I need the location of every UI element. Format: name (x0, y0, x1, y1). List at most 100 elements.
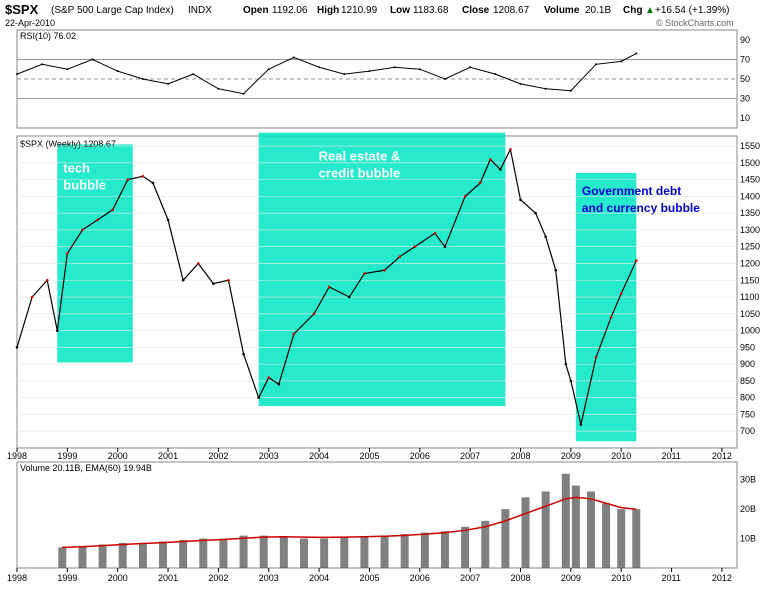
chart-date: 22-Apr-2010 (5, 18, 55, 28)
volume-xtick-label: 2010 (611, 573, 631, 583)
volume-frame (16, 461, 738, 569)
rsi-point (469, 66, 472, 69)
rsi-point (494, 73, 497, 76)
price-point (609, 315, 613, 319)
volume-title: Volume 20.11B, EMA(60) 19.94B (20, 463, 152, 473)
rsi-point (318, 66, 321, 69)
rsi-point (91, 58, 94, 61)
price-ytick-label: 1100 (740, 292, 759, 302)
volume-bar (179, 540, 188, 568)
volume-xtick-label: 2008 (510, 573, 530, 583)
low-label: Low (390, 5, 410, 16)
volume-panel: Volume 20.11B, EMA(60) 19.94B 10B20B30B … (7, 461, 756, 583)
volume-bar (420, 532, 429, 568)
price-point (579, 423, 583, 426)
price-ytick-label: 1000 (740, 326, 760, 336)
price-point (619, 292, 623, 295)
open-value: 1192.06 (272, 5, 308, 16)
price-point (277, 382, 281, 386)
volume-xtick-label: 2003 (259, 573, 279, 583)
rsi-point (595, 63, 598, 66)
price-point (499, 168, 502, 171)
price-point (126, 178, 130, 181)
price-point (267, 376, 271, 379)
bubble-region (57, 144, 133, 363)
price-point (312, 312, 316, 316)
volume-xtick-label: 1999 (57, 573, 77, 583)
rsi-point (141, 78, 144, 80)
price-point (181, 278, 185, 282)
volume-bar (541, 491, 550, 568)
volume-bar (571, 485, 580, 568)
price-ytick-label: 1050 (740, 309, 760, 319)
price-point (111, 208, 114, 212)
watermark: © StockCharts.com (656, 18, 734, 28)
price-xtick-label: 1999 (57, 451, 77, 461)
rsi-point (393, 66, 396, 69)
rsi-point (66, 68, 69, 71)
volume-xtick-label: 2005 (359, 573, 379, 583)
volume-bar (159, 541, 168, 568)
price-xtick-label: 2008 (510, 451, 530, 461)
rsi-point (292, 56, 295, 59)
price-point (478, 181, 482, 185)
high-value: 1210.99 (341, 5, 378, 16)
price-point (81, 228, 84, 232)
volume-xtick-label: 2009 (561, 573, 581, 583)
price-ytick-label: 1500 (740, 158, 760, 168)
price-xtick-label: 2002 (208, 451, 228, 461)
volume-label: Volume (544, 5, 580, 16)
price-point (383, 268, 386, 272)
rsi-point (569, 89, 572, 92)
price-xtick-label: 2004 (309, 451, 329, 461)
rsi-point (242, 92, 245, 95)
price-xtick-label: 2007 (460, 451, 480, 461)
volume-bar (586, 491, 595, 568)
price-xtick-label: 2010 (611, 451, 631, 461)
price-point (96, 218, 99, 222)
chart-index-name: (S&P 500 Large Cap Index) (51, 5, 174, 16)
price-point (554, 268, 558, 272)
volume-xtick-label: 1998 (7, 573, 27, 583)
rsi-point (217, 87, 220, 90)
rsi-ytick-label: 90 (740, 35, 750, 45)
volume-ytick-label: 30B (740, 475, 756, 485)
volume-xtick-label: 2006 (410, 573, 430, 583)
price-ytick-label: 700 (740, 426, 755, 436)
ohlc-readout: Open 1192.06 High 1210.99 Low 1183.68 Cl… (243, 5, 730, 16)
volume-xtick-label: 2000 (108, 573, 128, 583)
bubble-label: and currency bubble (582, 201, 700, 215)
price-point (544, 235, 547, 238)
price-point (212, 282, 215, 285)
price-ytick-label: 800 (740, 393, 755, 403)
volume-bar (501, 509, 510, 568)
rsi-panel: RSI(10) 76.02 10 30 50 70 90 (16, 29, 750, 129)
price-point (30, 295, 34, 299)
volume-bar (138, 542, 147, 568)
rsi-point (620, 60, 623, 63)
price-point (166, 218, 170, 222)
rsi-point (635, 52, 638, 55)
open-label: Open (243, 5, 269, 16)
volume-bar (279, 537, 288, 568)
volume-value: 20.1B (585, 5, 611, 16)
price-xtick-label: 2005 (359, 451, 379, 461)
rsi-ytick-label: 50 (740, 74, 750, 84)
price-ytick-label: 750 (740, 409, 755, 419)
volume-xtick-label: 2004 (309, 573, 329, 583)
bubble-label: Government debt (582, 184, 681, 198)
price-ytick-label: 1200 (740, 258, 760, 268)
rsi-ytick-label: 30 (740, 94, 750, 104)
volume-bar (98, 544, 107, 568)
volume-bar (400, 534, 409, 568)
volume-bar (481, 520, 490, 568)
price-ytick-label: 950 (740, 342, 755, 352)
bubble-label: Real estate & (319, 149, 401, 164)
rsi-point (41, 63, 44, 66)
price-ytick-label: 1400 (740, 191, 760, 201)
volume-xtick-label: 2007 (460, 573, 480, 583)
price-point (15, 346, 19, 349)
volume-bar (340, 537, 349, 568)
price-point (488, 158, 492, 161)
